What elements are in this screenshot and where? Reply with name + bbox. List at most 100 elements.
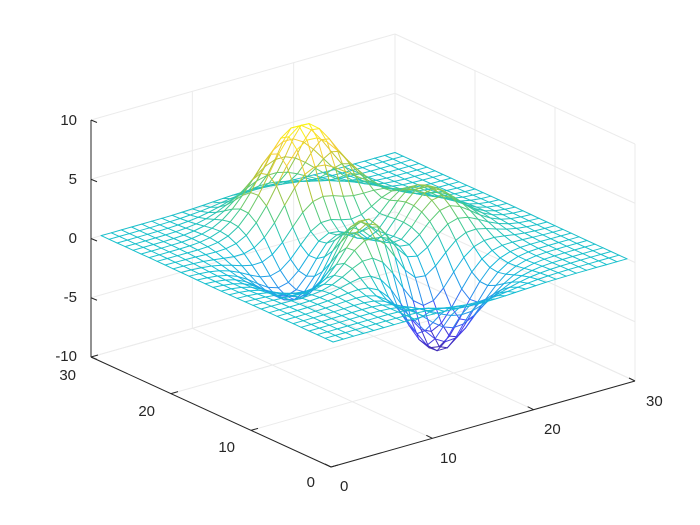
mesh-line bbox=[303, 275, 315, 293]
back-wall-grid-line bbox=[90, 92, 396, 180]
mesh-line bbox=[261, 254, 273, 263]
mesh-line bbox=[531, 270, 541, 274]
mesh-line bbox=[434, 310, 446, 315]
mesh-line bbox=[510, 216, 522, 220]
mesh-line bbox=[372, 161, 384, 166]
mesh-line bbox=[465, 228, 477, 233]
mesh-line bbox=[318, 232, 330, 242]
mesh-line bbox=[543, 258, 553, 264]
mesh-line bbox=[247, 194, 259, 214]
mesh-line bbox=[511, 239, 523, 243]
mesh-surface bbox=[100, 123, 628, 352]
mesh-line bbox=[296, 310, 306, 315]
mesh-line bbox=[357, 169, 369, 179]
mesh-line bbox=[362, 260, 371, 277]
mesh-line bbox=[536, 224, 546, 229]
mesh-line bbox=[370, 226, 382, 238]
mesh-line bbox=[375, 177, 387, 181]
mesh-line bbox=[189, 245, 199, 251]
mesh-line bbox=[408, 165, 418, 171]
mesh-line bbox=[255, 222, 265, 238]
mesh-line bbox=[383, 182, 393, 187]
mesh-line bbox=[322, 250, 334, 272]
mesh-line bbox=[328, 231, 340, 234]
mesh-line bbox=[531, 265, 543, 271]
mesh-line bbox=[252, 172, 262, 181]
mesh-line bbox=[459, 298, 471, 320]
mesh-line bbox=[485, 293, 495, 300]
mesh-line bbox=[317, 173, 327, 180]
z-tick-mark bbox=[90, 356, 98, 360]
mesh-line bbox=[435, 265, 444, 289]
y-tick-mark bbox=[250, 427, 259, 431]
mesh-line bbox=[271, 241, 283, 255]
mesh-line bbox=[548, 244, 558, 250]
mesh-line bbox=[294, 316, 304, 322]
mesh-line bbox=[253, 247, 263, 263]
mesh-line bbox=[339, 318, 351, 323]
mesh-line bbox=[377, 316, 387, 322]
mesh-line bbox=[340, 218, 352, 221]
mesh-line bbox=[310, 128, 320, 131]
mesh-line bbox=[223, 256, 235, 259]
mesh-line bbox=[367, 177, 379, 185]
mesh-line bbox=[522, 210, 532, 215]
mesh-line bbox=[398, 309, 410, 326]
mesh-line bbox=[426, 193, 435, 197]
mesh-line bbox=[139, 230, 148, 235]
mesh-line bbox=[311, 271, 323, 290]
mesh-line bbox=[314, 256, 326, 277]
mesh-line bbox=[476, 206, 486, 212]
mesh-line bbox=[344, 329, 356, 334]
mesh-line bbox=[364, 160, 374, 166]
mesh-line bbox=[334, 167, 346, 173]
mesh-line bbox=[220, 198, 232, 204]
mesh-line bbox=[218, 200, 230, 208]
mesh-line bbox=[460, 305, 470, 316]
mesh-line bbox=[296, 307, 308, 311]
mesh-line bbox=[308, 123, 318, 139]
mesh-line bbox=[514, 232, 526, 236]
mesh-line bbox=[318, 128, 330, 140]
mesh-line bbox=[352, 221, 362, 229]
mesh-line bbox=[560, 232, 572, 237]
mesh-line bbox=[594, 243, 604, 249]
mesh-line bbox=[352, 332, 364, 337]
mesh-line bbox=[250, 192, 259, 196]
mesh-line bbox=[342, 195, 352, 220]
mesh-line bbox=[413, 192, 425, 207]
mesh-line bbox=[510, 218, 520, 224]
mesh-line bbox=[367, 174, 379, 178]
mesh-line bbox=[392, 155, 404, 160]
mesh-line bbox=[396, 175, 406, 180]
mesh-line bbox=[326, 234, 338, 244]
mesh-line bbox=[148, 257, 158, 262]
mesh-line bbox=[161, 214, 173, 219]
mesh-line bbox=[351, 312, 361, 317]
side-wall-grid-line bbox=[394, 92, 636, 204]
mesh-line bbox=[300, 230, 312, 246]
mesh-line bbox=[478, 203, 488, 208]
mesh-line bbox=[269, 269, 281, 277]
mesh-line bbox=[282, 226, 294, 243]
mesh-line bbox=[182, 265, 192, 271]
mesh-line bbox=[348, 231, 358, 235]
mesh-line bbox=[304, 313, 314, 319]
mesh-line bbox=[416, 166, 428, 171]
mesh-line bbox=[494, 210, 504, 216]
mesh-line bbox=[528, 217, 540, 222]
mesh-line bbox=[600, 251, 612, 255]
mesh-line bbox=[450, 307, 460, 316]
mesh-line bbox=[548, 242, 560, 246]
mesh-line bbox=[618, 254, 628, 260]
mesh-line bbox=[237, 276, 249, 280]
mesh-line bbox=[302, 129, 312, 143]
mesh-line bbox=[247, 279, 259, 285]
mesh-line bbox=[566, 242, 578, 247]
mesh-line bbox=[206, 275, 218, 279]
mesh-line bbox=[514, 206, 524, 212]
mesh-line bbox=[171, 211, 183, 216]
mesh-line bbox=[438, 346, 448, 349]
mesh-line bbox=[323, 169, 335, 173]
mesh-line bbox=[292, 138, 304, 143]
